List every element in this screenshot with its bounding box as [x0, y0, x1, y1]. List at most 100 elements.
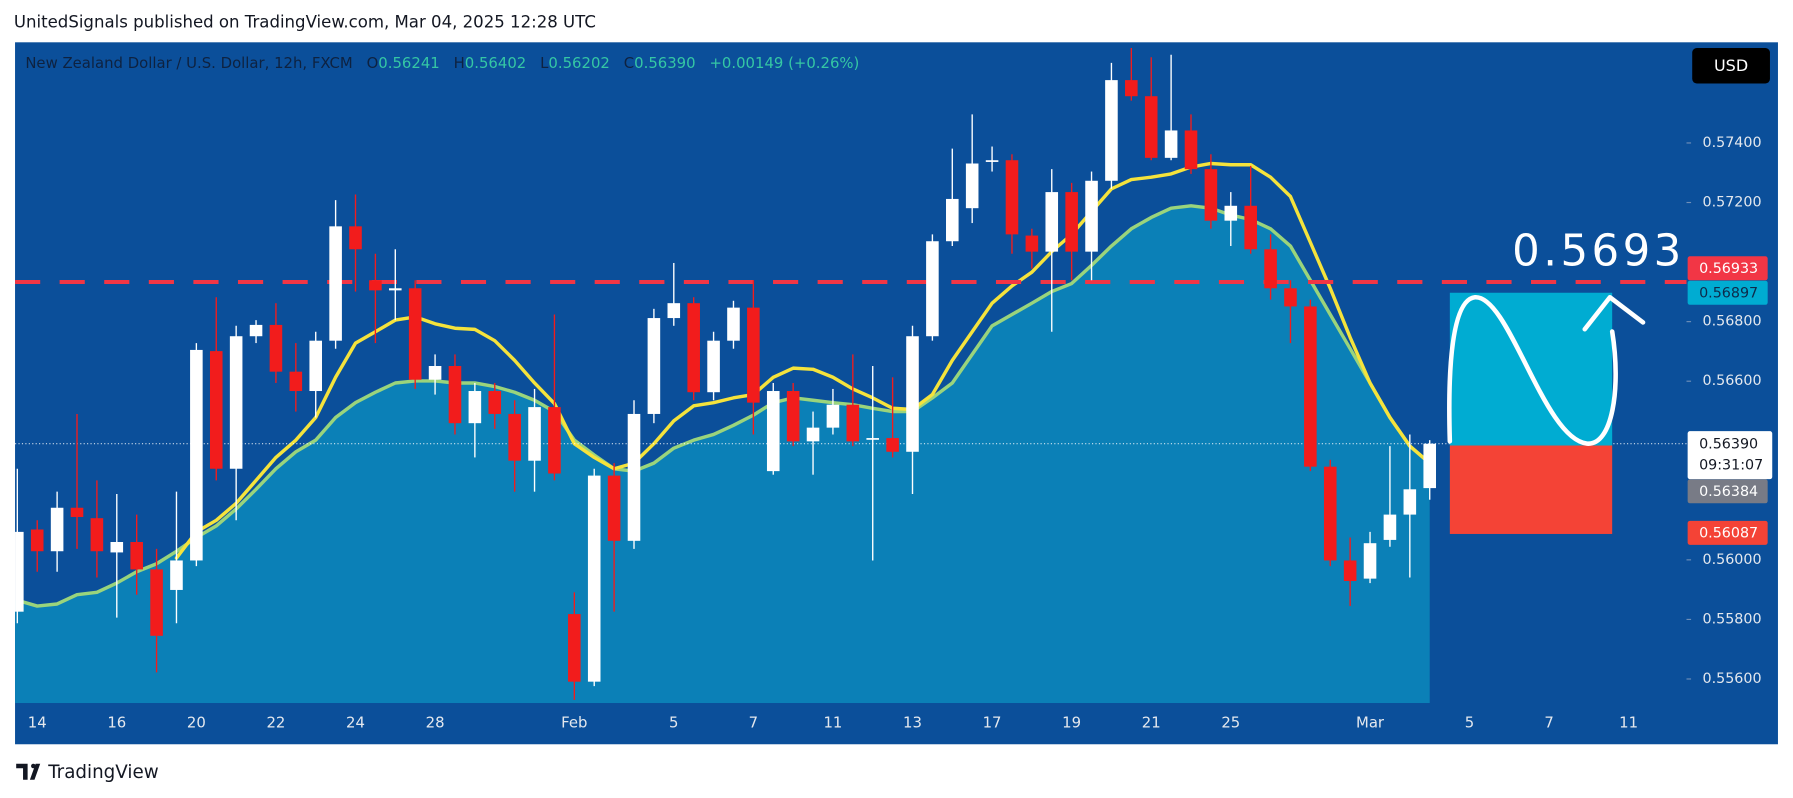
logo-mark — [16, 763, 41, 780]
candle-body — [568, 614, 581, 682]
candle-body — [985, 160, 999, 162]
stop-zone — [1449, 445, 1613, 534]
forecast-arrow — [1582, 294, 1646, 332]
x-tick-label: 19 — [1062, 714, 1081, 732]
x-tick-label: 14 — [28, 714, 47, 732]
ohlc-value: 0.56202 — [548, 54, 609, 72]
candle-body — [528, 407, 541, 461]
candle-body — [170, 560, 183, 590]
ohlc-value: 0.56241 — [378, 54, 439, 72]
x-tick-label: 16 — [107, 714, 126, 732]
candle-body — [1085, 180, 1098, 252]
y-tick-label: 0.55600 — [1703, 671, 1762, 687]
candle-body — [1323, 466, 1337, 561]
x-tick-label: 5 — [669, 714, 678, 732]
y-tick-label: 0.57200 — [1703, 195, 1762, 211]
x-tick-label: 11 — [823, 714, 842, 732]
y-tick-label: 0.56600 — [1703, 373, 1762, 389]
candle-body — [747, 307, 760, 403]
currency-badge[interactable] — [1692, 48, 1770, 84]
candle-body — [1065, 192, 1078, 252]
x-tick-label: 25 — [1221, 714, 1240, 732]
candle-body — [1125, 80, 1138, 97]
change: +0.00149 (+0.26%) — [709, 54, 859, 72]
candle-body — [1244, 205, 1257, 250]
candle-body — [488, 391, 502, 414]
candle-body — [329, 226, 342, 341]
candle-body — [15, 531, 24, 612]
publish-header: UnitedSignals published on TradingView.c… — [14, 12, 596, 31]
y-tick-label: 0.57400 — [1703, 135, 1762, 151]
target-zone — [1449, 292, 1613, 446]
candle-body — [249, 324, 263, 337]
candle-body — [1025, 235, 1039, 252]
bar-countdown: 09:31:07 — [1699, 457, 1763, 473]
x-tick-label: 28 — [426, 714, 445, 732]
candle-body — [508, 413, 521, 461]
y-tick-label: 0.55800 — [1703, 611, 1762, 627]
candle-body — [1264, 249, 1277, 289]
candle-body — [667, 303, 681, 319]
candle-body — [1164, 130, 1178, 158]
candle-body — [50, 507, 64, 552]
candle-body — [1304, 306, 1317, 467]
candle-body — [1423, 443, 1437, 489]
candle-body — [269, 324, 283, 372]
ohlc-letter: H — [454, 54, 465, 72]
ohlc-letter: O — [367, 54, 379, 72]
x-tick-label: Feb — [561, 714, 587, 732]
logo-dot — [31, 763, 36, 769]
current-price-label: 0.56390 — [1699, 436, 1758, 452]
legend: New Zealand Dollar / U.S. Dollar, 12h, F… — [25, 54, 859, 72]
current-price-badge — [1687, 431, 1773, 480]
candle-body — [926, 241, 939, 337]
plot-area — [15, 47, 1687, 704]
candle-body — [110, 542, 124, 553]
candle-body — [428, 366, 442, 380]
candle-body — [309, 340, 323, 392]
candle-body — [448, 366, 462, 424]
ma-line — [174, 161, 1432, 560]
candle-body — [587, 475, 601, 682]
price-badge-label: 0.56897 — [1699, 285, 1758, 301]
candle-body — [229, 336, 243, 469]
x-tick-label: 7 — [749, 714, 758, 732]
candle-body — [846, 404, 860, 442]
price-badge-label: 0.56933 — [1699, 261, 1758, 277]
candle-body — [190, 349, 203, 561]
candle-body — [886, 438, 899, 452]
candle-body — [826, 404, 840, 428]
x-tick-label: 21 — [1142, 714, 1161, 732]
candle-body — [408, 288, 422, 380]
candle-body — [1045, 192, 1059, 252]
ohlc-value: 0.56390 — [634, 54, 695, 72]
x-tick-label: 7 — [1544, 714, 1553, 732]
candle-body — [1224, 205, 1238, 221]
x-tick-label: 13 — [903, 714, 922, 732]
candle-body — [70, 507, 84, 517]
footer-brand: TradingView — [47, 762, 159, 783]
candle-body — [468, 391, 482, 424]
candle-body — [369, 280, 382, 291]
tradingview-logo — [16, 763, 41, 780]
candle-body — [946, 198, 959, 242]
candle-body — [548, 407, 561, 474]
candle-body — [289, 371, 303, 392]
candle-body — [627, 413, 641, 541]
legend-text: New Zealand Dollar / U.S. Dollar, 12h, F… — [25, 54, 859, 72]
price-badge — [1687, 479, 1768, 504]
x-tick-label: 24 — [346, 714, 365, 732]
candle-body — [1383, 514, 1397, 540]
ohlc-value: 0.56402 — [465, 54, 526, 72]
candle-body — [866, 438, 880, 440]
ohlc-letter: L — [540, 54, 549, 72]
candle-body — [90, 518, 104, 552]
candle-body — [30, 529, 44, 552]
candle-body — [209, 351, 223, 469]
candle-body — [1403, 489, 1417, 515]
price-badge-label: 0.56384 — [1699, 484, 1758, 500]
candle-body — [965, 163, 979, 209]
x-tick-label: 17 — [983, 714, 1002, 732]
candle-body — [1105, 80, 1118, 181]
